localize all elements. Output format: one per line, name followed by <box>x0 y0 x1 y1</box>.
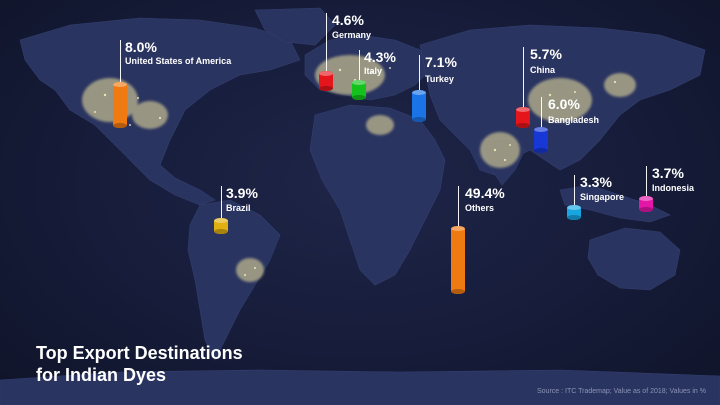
marker-label: Brazil <box>226 203 251 213</box>
australia-landmass <box>587 227 681 291</box>
marker-label: Bangladesh <box>548 115 600 125</box>
antarctica-landmass <box>0 369 720 405</box>
bar-cylinder <box>534 127 548 153</box>
marker-value: 49.4% <box>465 185 505 201</box>
source-note: Source : ITC Trademap; Value as of 2018;… <box>537 388 706 395</box>
marker-value: 3.3% <box>580 174 612 190</box>
title-line-1: Top Export Destinations <box>36 343 243 363</box>
marker-value: 4.6% <box>332 12 364 28</box>
africa-landmass <box>309 104 446 286</box>
marker-value: 6.0% <box>548 96 580 112</box>
marker-label: Italy <box>364 66 383 76</box>
bar-cylinder <box>113 82 127 128</box>
marker-label: China <box>530 65 556 75</box>
marker-value: 5.7% <box>530 46 562 62</box>
bar-cylinder <box>352 80 366 100</box>
marker-value: 3.7% <box>652 165 684 181</box>
page-title: Top Export Destinations for Indian Dyes <box>36 342 243 386</box>
bar-cylinder <box>319 71 333 91</box>
bar-cylinder <box>516 107 530 128</box>
title-line-2: for Indian Dyes <box>36 365 167 385</box>
marker-label: Indonesia <box>652 183 695 193</box>
marker-value: 3.9% <box>226 185 258 201</box>
south-america-landmass <box>187 199 281 361</box>
greenland-landmass <box>254 7 336 46</box>
marker-label: Germany <box>332 30 372 40</box>
marker-label: United States of America <box>125 56 232 66</box>
bar-cylinder <box>451 226 465 294</box>
bar-cylinder <box>214 218 228 234</box>
marker-value: 4.3% <box>364 49 396 65</box>
marker-value: 7.1% <box>425 54 457 70</box>
marker-label: Others <box>465 203 495 213</box>
bar-cylinder <box>412 90 426 122</box>
bar-cylinder <box>639 196 653 212</box>
marker-label: Turkey <box>425 74 454 84</box>
marker-label: Singapore <box>580 192 625 202</box>
marker-value: 8.0% <box>125 39 157 55</box>
bar-cylinder <box>567 205 581 220</box>
